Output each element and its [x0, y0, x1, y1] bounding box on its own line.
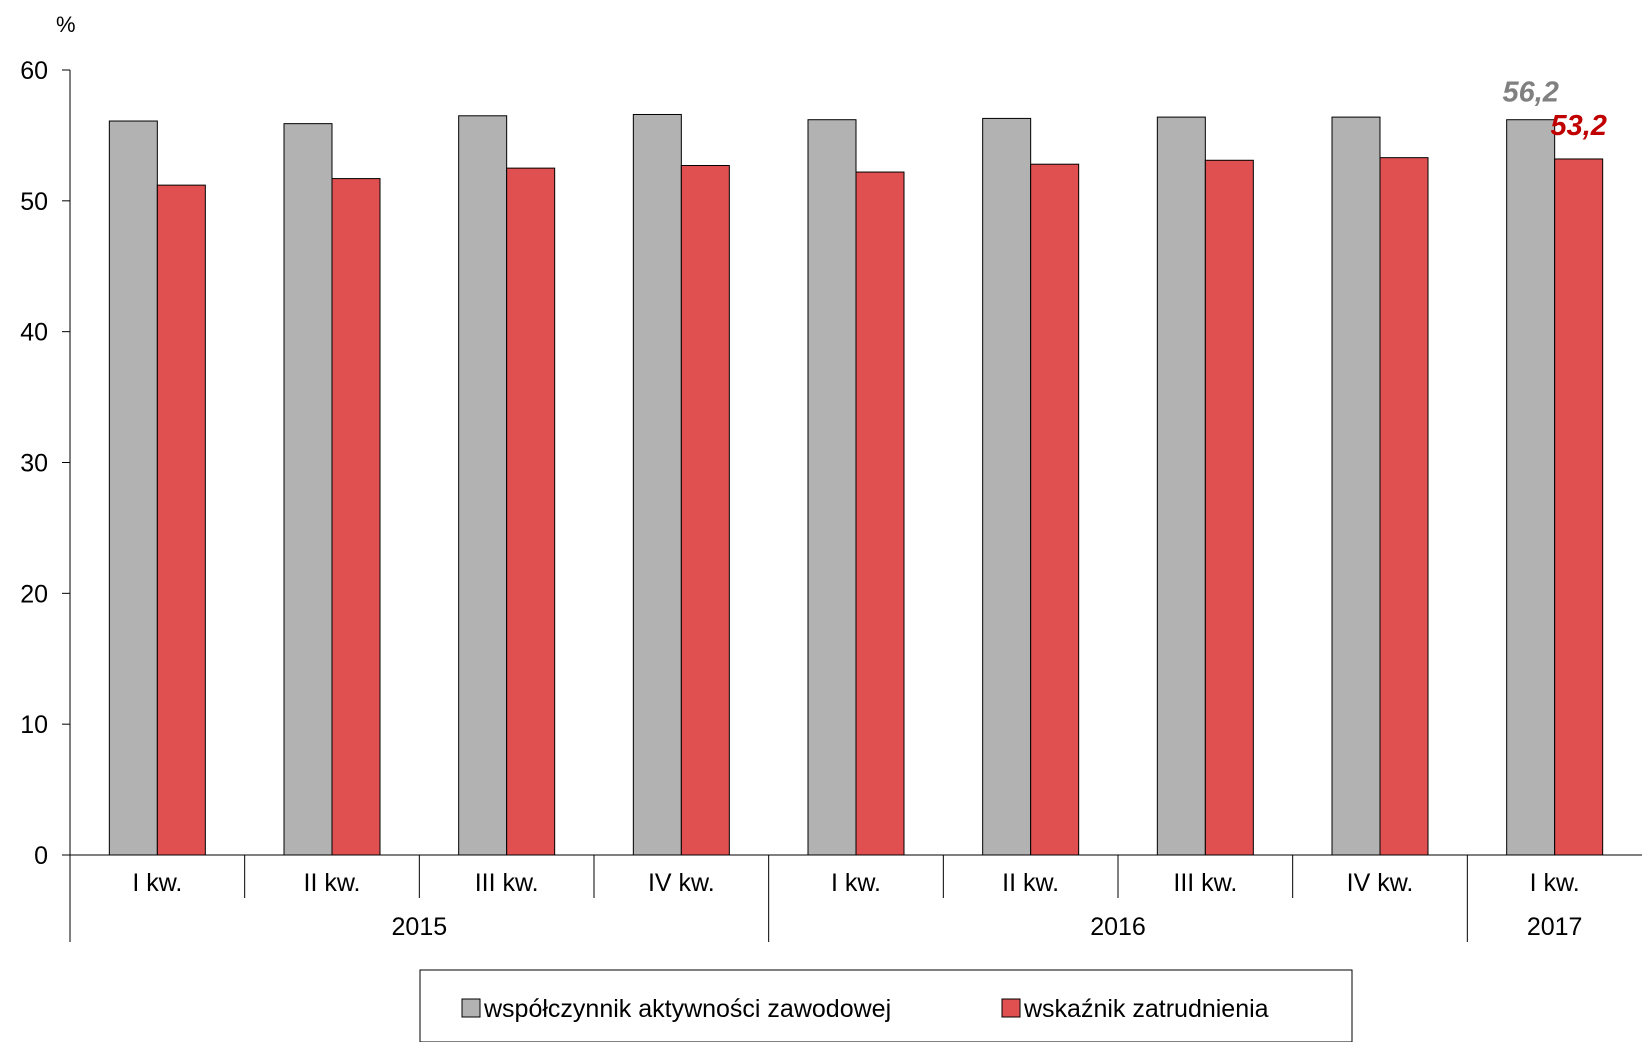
bar-activity: [1506, 119, 1556, 856]
y-tick-label: 0: [34, 842, 48, 870]
y-tick-label: 10: [20, 711, 48, 739]
bars: [108, 113, 1604, 856]
x-axis: I kw. II kw. III kw. IV kw. I kw. II kw. III k…: [69, 854, 1642, 942]
bar-activity: [283, 123, 333, 856]
x-category-label: II kw.: [1002, 869, 1059, 897]
x-category-label: I kw.: [132, 869, 182, 897]
y-tick-label: 30: [20, 450, 48, 478]
bar-employment: [1554, 158, 1604, 856]
year-group-label: 2015: [392, 913, 448, 941]
data-label-employment: 53,2: [1550, 110, 1606, 142]
bar-employment: [1030, 163, 1080, 856]
y-tick-label: 60: [20, 57, 48, 85]
x-category-label: III kw.: [475, 869, 539, 897]
y-axis: 0 10 20 30 40 50 60: [20, 57, 71, 870]
x-category-label: II kw.: [304, 869, 361, 897]
x-category-label: IV kw.: [1347, 869, 1414, 897]
bar-activity: [1156, 116, 1206, 856]
year-group-label: 2017: [1527, 913, 1583, 941]
bar-employment: [855, 171, 905, 856]
bar-employment: [1204, 159, 1254, 856]
bar-employment: [156, 184, 206, 856]
bar-activity: [458, 115, 508, 856]
legend-swatch-activity: [461, 998, 481, 1018]
bar-employment: [1379, 157, 1429, 856]
x-category-label: III kw.: [1173, 869, 1237, 897]
y-tick-label: 20: [20, 580, 48, 608]
x-category-label: I kw.: [1530, 869, 1580, 897]
legend-label-employment: wskaźnik zatrudnienia: [1023, 995, 1269, 1023]
bar-employment: [680, 165, 730, 856]
year-group-label: 2016: [1090, 913, 1146, 941]
data-label-activity: 56,2: [1502, 77, 1558, 109]
bar-employment: [331, 178, 381, 856]
bar-activity: [982, 117, 1032, 856]
bar-activity: [1331, 116, 1381, 856]
bar-activity: [807, 119, 857, 856]
x-category-label: IV kw.: [648, 869, 715, 897]
y-tick-label: 50: [20, 188, 48, 216]
y-tick-label: 40: [20, 319, 48, 347]
legend-swatch-employment: [1001, 998, 1021, 1018]
bar-activity: [108, 120, 158, 856]
x-category-label: I kw.: [831, 869, 881, 897]
legend: współczynnik aktywności zawodowej wskaźn…: [419, 969, 1353, 1042]
legend-label-activity: współczynnik aktywności zawodowej: [483, 995, 891, 1023]
bar-employment: [506, 167, 556, 856]
bar-activity: [632, 113, 682, 856]
y-axis-unit-label: %: [56, 12, 76, 37]
data-labels: 56,253,2: [1502, 77, 1606, 142]
legend-box: [419, 969, 1353, 1042]
